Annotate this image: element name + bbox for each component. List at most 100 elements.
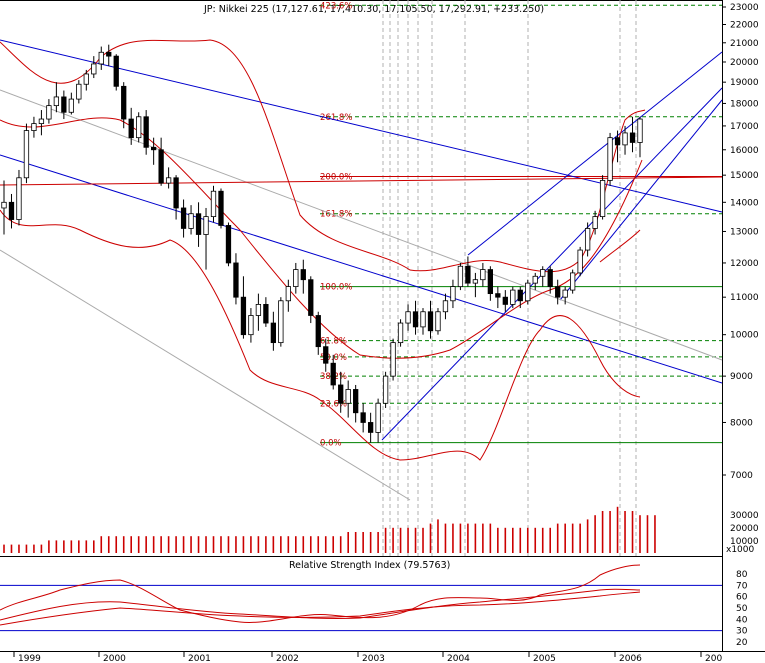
candle-body <box>23 130 30 179</box>
candle-body <box>173 177 179 209</box>
candle-body <box>435 311 441 332</box>
rsi-line <box>0 564 641 623</box>
candle-body <box>53 96 60 107</box>
volume-tick-label: 20000 <box>730 524 759 534</box>
time-tick-label: 2002 <box>276 654 299 663</box>
lower-downtrend-line <box>0 154 723 384</box>
candle-body <box>412 311 419 328</box>
rsi-tick-label: 80 <box>736 570 748 580</box>
candle-body <box>442 300 449 313</box>
candle-body <box>203 216 209 235</box>
time-tick-label: 2004 <box>447 654 470 663</box>
candle-body <box>607 137 613 181</box>
price-tick-label: 20000 <box>730 58 759 68</box>
candle-body <box>300 269 306 281</box>
candle-body <box>46 105 52 120</box>
candle-body <box>270 322 277 344</box>
candle-body <box>382 375 389 404</box>
price-tick-label: 17000 <box>730 122 759 132</box>
candle-body <box>323 346 329 364</box>
price-tick-label: 21000 <box>730 39 759 49</box>
candle-body <box>128 118 134 139</box>
candle-body <box>502 296 508 305</box>
candle-body <box>405 311 411 324</box>
fib-label: 423.6% <box>320 1 352 11</box>
volume-tick-label: 10000 <box>730 537 759 547</box>
price-tick-label: 9000 <box>730 372 753 382</box>
price-tick-label: 12000 <box>730 259 759 269</box>
candle-body <box>151 146 157 151</box>
candle-body <box>495 293 501 298</box>
candle-body <box>16 177 22 220</box>
volume-unit-label: x1000 <box>726 545 755 555</box>
rsi-tick-label: 60 <box>736 593 748 603</box>
time-tick-label: 2006 <box>619 654 642 663</box>
candle-body <box>31 123 37 131</box>
fib-label: 61.8% <box>320 337 347 347</box>
time-tick-label: 2000 <box>103 654 126 663</box>
fib-label: 23.6% <box>320 399 347 409</box>
rsi-tick-label: 20 <box>736 638 748 648</box>
candle-body <box>143 116 149 148</box>
price-candles <box>1 44 643 443</box>
price-axis: 7000 8000 9000 10000 11000 12000 13000 14000 150… <box>722 3 759 481</box>
bollinger-middle <box>0 117 643 359</box>
price-tick-label: 14000 <box>730 198 759 208</box>
time-tick-label: 1999 <box>18 654 41 663</box>
candle-body <box>562 289 568 298</box>
candle-body <box>165 177 172 184</box>
chart-title: JP: Nikkei 225 (17,127.61, 17,410.30, 17… <box>203 4 544 15</box>
time-markers <box>382 0 637 556</box>
candle-body <box>570 272 576 291</box>
candle-body <box>315 315 321 348</box>
price-tick-label: 18000 <box>730 99 759 109</box>
price-tick-label: 15000 <box>730 171 759 181</box>
candle-body <box>255 304 262 316</box>
candle-body <box>121 85 127 120</box>
candle-body <box>540 269 546 277</box>
candle-body <box>278 300 284 344</box>
candle-body <box>233 262 239 298</box>
candle-body <box>584 228 591 251</box>
bollinger-tail <box>599 229 641 263</box>
rsi-title: Relative Strength Index (79.5763) <box>289 560 450 571</box>
price-tick-label: 19000 <box>730 78 759 88</box>
candle-body <box>592 216 598 229</box>
uptrend-channel-line-2 <box>467 51 723 256</box>
candle-body <box>98 51 104 65</box>
uptrend-channel-line-1 <box>381 87 723 441</box>
candle-body <box>353 389 359 414</box>
rsi-reference-lines <box>0 584 722 632</box>
candle-body <box>8 201 15 220</box>
candle-body <box>547 269 553 287</box>
candle-body <box>577 249 583 274</box>
candle-body <box>480 269 486 281</box>
horizontal-resistance-line <box>0 176 723 186</box>
candle-body <box>338 384 344 404</box>
fib-label: 100.0% <box>320 283 352 293</box>
time-tick-label: 2001 <box>188 654 211 663</box>
grey-regression-line-1 <box>0 89 723 361</box>
candle-body <box>91 63 97 75</box>
candle-body <box>293 269 299 287</box>
bollinger-lower <box>0 209 641 461</box>
grey-regression-line-2 <box>0 249 411 501</box>
candle-body <box>248 315 254 336</box>
candle-body <box>83 73 89 85</box>
candle-body <box>375 402 381 433</box>
time-tick-label: 2003 <box>362 654 385 663</box>
rsi-signal <box>0 588 641 621</box>
candle-body <box>345 389 351 404</box>
candle-body <box>487 269 493 295</box>
candle-body <box>555 286 561 298</box>
fib-label: 161.8% <box>320 210 352 220</box>
candle-body <box>38 118 45 125</box>
time-axis: 1999 2000 2001 2002 2003 2004 2005 2006 200 <box>13 651 722 663</box>
candle-body <box>1 201 7 209</box>
price-tick-label: 13000 <box>730 227 759 237</box>
price-tick-label: 8000 <box>730 418 753 428</box>
rsi-average <box>0 591 641 626</box>
candle-body <box>390 342 396 377</box>
